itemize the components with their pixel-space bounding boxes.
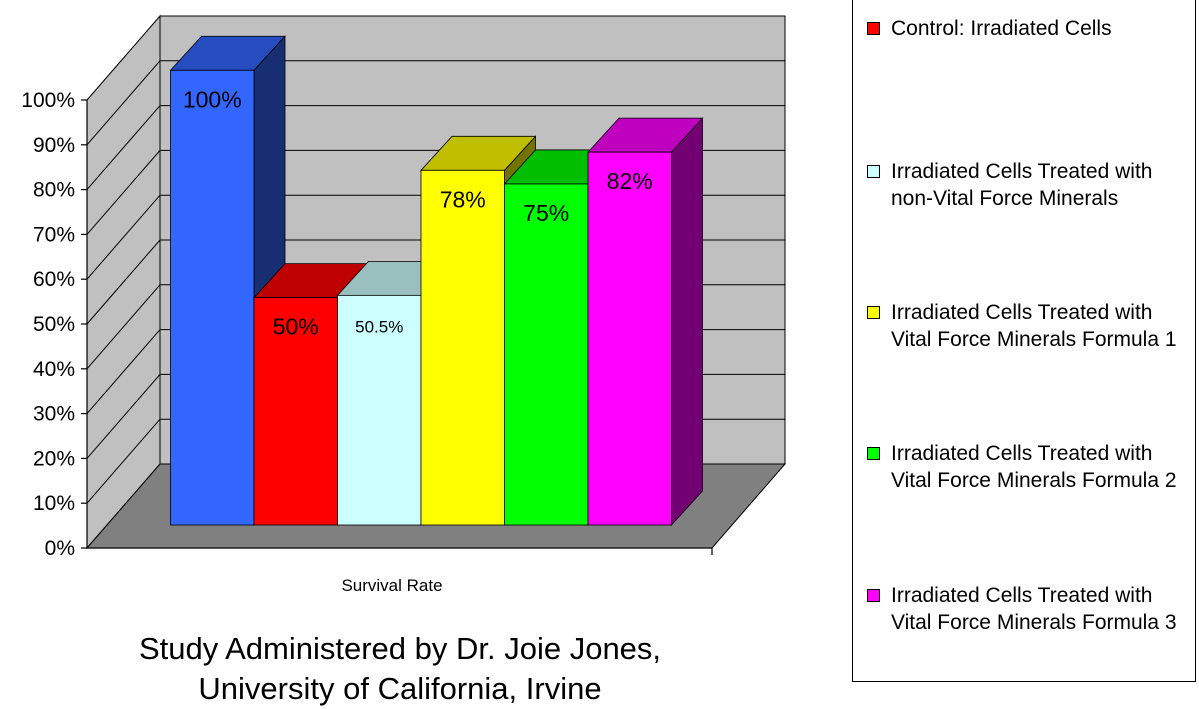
chart-annotation-line-1: Study Administered by Dr. Joie Jones, <box>138 631 662 666</box>
y-tick-label: 60% <box>33 268 75 291</box>
y-tick-label: 10% <box>33 492 75 515</box>
x-axis-label: Survival Rate <box>341 576 442 595</box>
y-tick-label: 20% <box>33 447 75 470</box>
y-tick-label: 80% <box>33 179 75 202</box>
bar <box>587 151 672 526</box>
legend-label: Irradiated Cells Treated with Vital Forc… <box>891 301 1177 351</box>
y-tick-label: 50% <box>33 313 75 336</box>
y-tick-label: 40% <box>33 358 75 381</box>
data-labels: 100% 50% 50.5% 78% 75% 82% <box>183 86 653 339</box>
y-axis <box>81 99 713 555</box>
bar-side <box>671 117 703 527</box>
y-tick-label: 0% <box>45 537 75 560</box>
data-label: 50.5% <box>355 317 403 336</box>
legend-label: Irradiated Cells Treated with non-Vital … <box>891 160 1153 210</box>
data-label: 100% <box>183 86 242 112</box>
y-tick-label: 70% <box>33 223 75 246</box>
gridline <box>86 105 785 190</box>
bar <box>337 294 422 526</box>
y-tick-label: 100% <box>21 89 75 112</box>
legend-swatch <box>867 165 880 178</box>
legend-swatch <box>867 589 880 602</box>
legend: Control: Irradiated Cells Irradiated Cel… <box>852 0 1196 682</box>
legend-label: Irradiated Cells Treated with Vital Forc… <box>891 442 1177 492</box>
bar <box>170 69 255 526</box>
data-label: 50% <box>273 314 319 340</box>
legend-swatch <box>867 306 880 319</box>
bars <box>169 35 704 527</box>
gridline <box>86 60 785 146</box>
bar <box>420 169 505 526</box>
data-label: 75% <box>523 200 569 226</box>
chart: 0% 10% 20% 30% 40% 50% 60% 70% 80% 90% 100% 100% 50… <box>21 14 787 595</box>
y-tick-label: 30% <box>33 403 75 426</box>
data-label: 78% <box>440 186 486 212</box>
bar <box>253 297 338 526</box>
bar <box>504 183 589 526</box>
data-label: 82% <box>607 168 653 194</box>
chart-annotation-line-2: University of California, Irvine <box>198 671 602 706</box>
y-tick-label: 90% <box>33 134 75 157</box>
legend-swatch <box>867 22 880 35</box>
legend-swatch <box>867 447 880 460</box>
legend-label: Irradiated Cells Treated with Vital Forc… <box>891 584 1177 634</box>
legend-label: Control: Irradiated Cells <box>891 17 1112 40</box>
y-tick-labels: 0% 10% 20% 30% 40% 50% 60% 70% 80% 90% 100% <box>21 89 75 560</box>
